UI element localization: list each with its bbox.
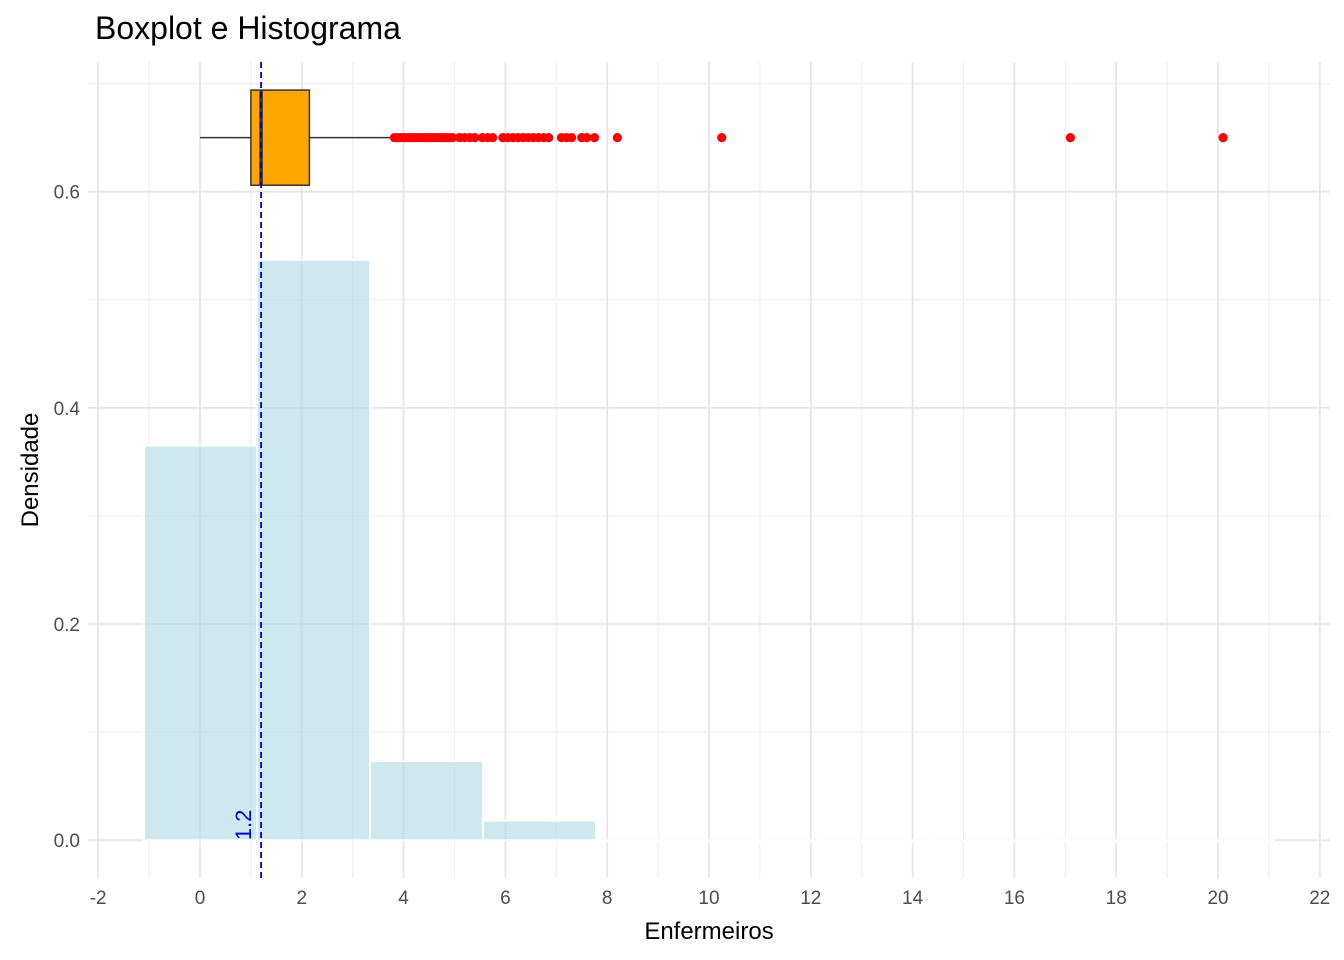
outlier-point — [488, 133, 498, 143]
histogram-bar — [369, 760, 484, 842]
boxplot-outliers — [389, 133, 1228, 143]
outlier-point — [447, 133, 458, 143]
x-tick-label: 10 — [698, 888, 719, 909]
outlier-point — [1218, 133, 1228, 143]
histogram-bar — [143, 444, 258, 842]
x-axis-ticks: -2 0 2 4 6 8 10 12 14 16 18 20 22 — [90, 888, 1331, 909]
outlier-point — [582, 133, 592, 143]
y-tick-label: 0.4 — [54, 399, 81, 420]
x-tick-label: 12 — [800, 888, 821, 909]
x-tick-label: 0 — [195, 888, 206, 909]
boxplot — [199, 89, 394, 186]
median-label: 1.2 — [231, 810, 256, 841]
x-tick-label: -2 — [90, 888, 107, 909]
x-tick-label: 2 — [296, 888, 307, 909]
x-tick-label: 22 — [1309, 888, 1330, 909]
x-tick-label: 18 — [1106, 888, 1127, 909]
histogram-bar — [256, 258, 371, 842]
histogram-bar — [708, 839, 823, 843]
histogram-bar — [821, 839, 936, 843]
x-tick-label: 6 — [500, 888, 511, 909]
x-tick-label: 4 — [398, 888, 409, 909]
x-tick-label: 20 — [1207, 888, 1228, 909]
y-axis-ticks: 0.0 0.2 0.4 0.6 — [54, 183, 81, 852]
outlier-point — [544, 133, 554, 143]
outlier-point — [470, 133, 480, 143]
chart-title: Boxplot e Histograma — [95, 10, 401, 46]
histogram-bar — [595, 839, 710, 843]
histogram-bar — [482, 819, 597, 842]
y-tick-label: 0.0 — [54, 831, 80, 852]
outlier-point — [566, 133, 577, 143]
histogram-bars — [143, 258, 1275, 843]
outlier-point — [612, 133, 622, 143]
y-tick-label: 0.6 — [54, 183, 80, 204]
x-tick-label: 16 — [1004, 888, 1025, 909]
median-marker: 1.2 — [231, 62, 262, 878]
x-tick-label: 14 — [902, 888, 924, 909]
outlier-point — [1065, 133, 1076, 143]
outlier-point — [589, 133, 600, 143]
y-tick-label: 0.2 — [54, 615, 80, 636]
histogram-bar — [1160, 839, 1275, 843]
histogram-bar — [1047, 839, 1162, 843]
x-tick-label: 8 — [602, 888, 613, 909]
histogram-bar — [934, 839, 1049, 843]
outlier-point — [717, 133, 727, 143]
y-axis-title: Densidade — [17, 413, 44, 528]
x-axis-title: Enfermeiros — [644, 918, 773, 945]
